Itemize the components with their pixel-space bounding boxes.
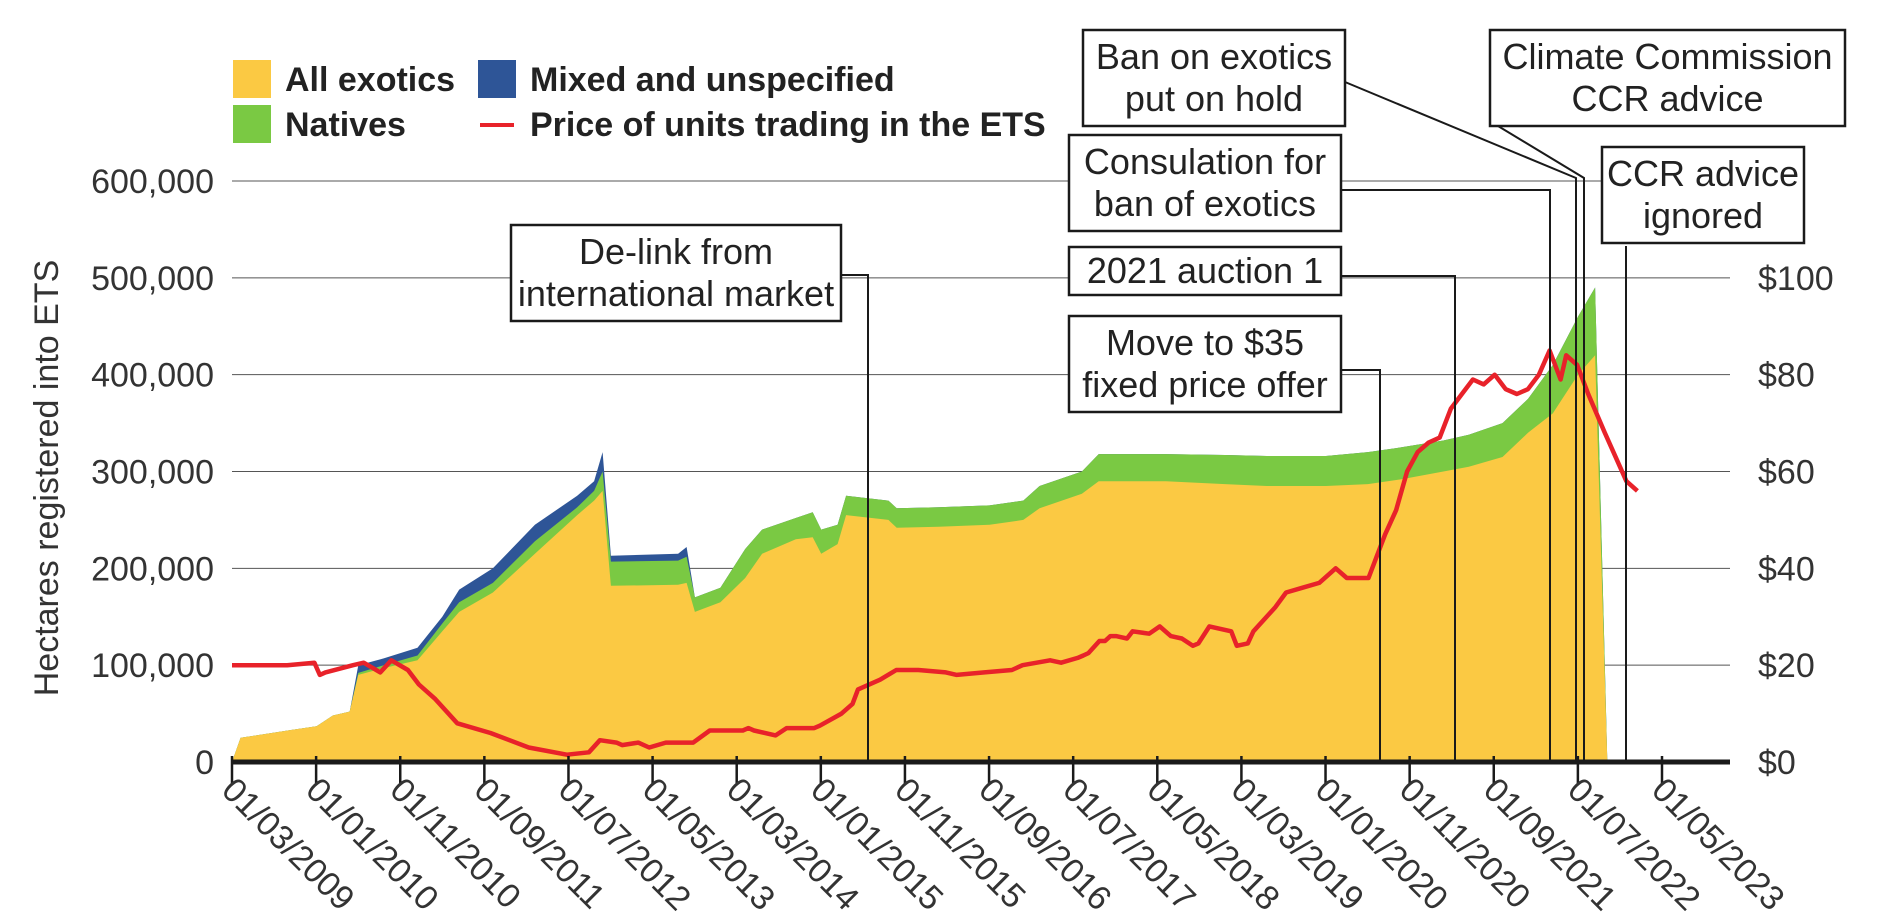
area-series xyxy=(232,287,1608,762)
y-right-tick-label: $100 xyxy=(1758,260,1834,298)
annotation-text: put on hold xyxy=(1125,78,1303,119)
y-left-tick-label: 600,000 xyxy=(91,163,214,201)
annotation-text: fixed price offer xyxy=(1082,364,1327,405)
annotation-text: 2021 auction 1 xyxy=(1087,250,1323,291)
annotation-leader xyxy=(1341,275,1456,762)
y-left-tick-label: 300,000 xyxy=(91,454,214,492)
annotation-leader xyxy=(1497,125,1585,762)
annotation-box xyxy=(1067,314,1343,414)
annotation-box xyxy=(1067,133,1343,233)
legend-entry: Mixed and unspecified xyxy=(478,60,895,99)
legend-entry: All exotics xyxy=(233,60,455,99)
legend-swatch xyxy=(233,105,271,143)
legend-swatch xyxy=(478,60,516,98)
annotation-box xyxy=(1067,245,1343,297)
area-all-exotics xyxy=(232,355,1608,762)
annotation-text: Move to $35 xyxy=(1106,322,1304,363)
annotation-box xyxy=(1081,28,1347,128)
y-left-tick-label: 400,000 xyxy=(91,357,214,395)
annotation-leader xyxy=(841,274,869,762)
y-right-tick-label: $20 xyxy=(1758,647,1815,685)
y-left-tick-label: 0 xyxy=(195,744,214,782)
annotation-text: Climate Commission xyxy=(1502,36,1832,77)
y-left-tick-label: 100,000 xyxy=(91,647,214,685)
annotation-text: CCR advice xyxy=(1607,153,1799,194)
annotation: 2021 auction 1 xyxy=(1067,245,1456,762)
annotation-text: CCR advice xyxy=(1571,78,1763,119)
annotation-text: ignored xyxy=(1643,195,1763,236)
annotation-leader xyxy=(1341,369,1381,762)
y-right-tick-label: $0 xyxy=(1758,744,1796,782)
legend: All exotics Natives Mixed and unspecified P… xyxy=(233,60,1046,144)
y-axis-label: Hectares registered into ETS xyxy=(28,260,66,697)
annotation-box xyxy=(1600,145,1806,245)
legend-label: Price of units trading in the ETS xyxy=(530,106,1046,144)
annotation-box xyxy=(509,223,843,323)
y-right-tick-label: $40 xyxy=(1758,550,1815,588)
annotation-text: international market xyxy=(518,273,834,314)
annotation-text: De-link from xyxy=(579,231,773,272)
annotation-text: Ban on exotics xyxy=(1096,36,1332,77)
annotation-text: Consulation for xyxy=(1084,141,1326,182)
y-left-tick-label: 500,000 xyxy=(91,260,214,298)
annotation-leader xyxy=(1341,189,1551,762)
y-right-tick-label: $80 xyxy=(1758,357,1815,395)
legend-label: Mixed and unspecified xyxy=(530,61,895,99)
legend-entry: Price of units trading in the ETS xyxy=(480,106,1046,144)
y-right-tick-label: $60 xyxy=(1758,454,1815,492)
annotation-leader xyxy=(1344,81,1577,762)
legend-entry: Natives xyxy=(233,105,406,144)
y-left-tick-label: 200,000 xyxy=(91,550,214,588)
legend-label: All exotics xyxy=(285,61,455,99)
legend-swatch xyxy=(233,60,271,98)
annotation-box xyxy=(1488,28,1847,128)
legend-label: Natives xyxy=(285,106,406,144)
annotation-text: ban of exotics xyxy=(1094,183,1316,224)
